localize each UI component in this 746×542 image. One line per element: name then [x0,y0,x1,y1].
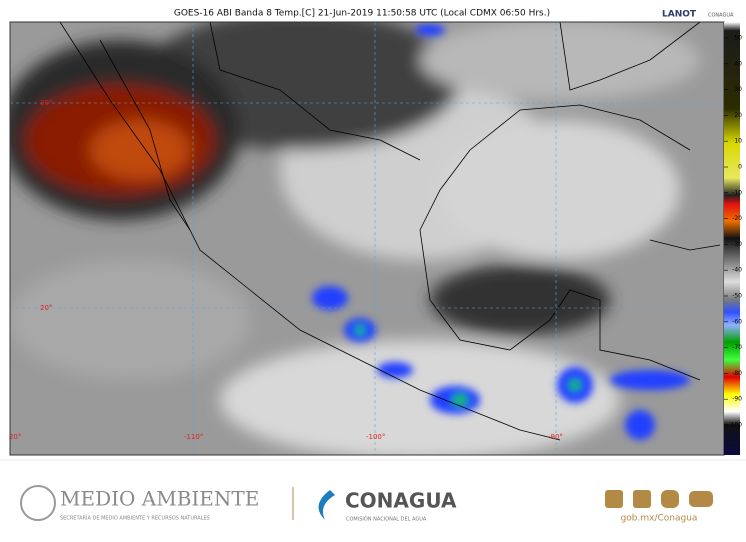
colorbar-label: -10 [732,189,742,196]
colorbar-label: -40 [732,267,742,274]
colorbar-label: -30 [732,241,742,248]
colorbar-label: 20 [734,112,742,119]
semarnat-name: MEDIO AMBIENTE [60,487,259,511]
colorbar-label: 10 [734,138,742,145]
colorbar-label: -50 [732,293,742,300]
logo-conagua-small: CONAGUA [708,13,734,19]
colorbar-label: -60 [732,318,742,325]
semarnat-sub: SECRETARÍA DE MEDIO AMBIENTE Y RECURSOS … [60,515,210,522]
url[interactable]: gob.mx/Conagua [621,514,698,524]
title: GOES-16 ABI Banda 8 Temp.[C] 21-Jun-2019… [174,9,550,19]
twitter-icon[interactable] [633,490,651,508]
colorbar-label: -70 [732,344,742,351]
conagua-icon [318,490,335,520]
colorbar-label: -80 [732,370,742,377]
logo-lanot: LANOT [662,10,697,20]
seal-icon [20,485,56,521]
colorbar [724,22,740,455]
colorbar-label: 40 [734,60,742,67]
lon-label: -90° [548,433,563,441]
instagram-icon[interactable] [661,490,679,508]
lat-label: 30° [40,99,52,107]
youtube-icon[interactable] [689,491,713,507]
colorbar-label: 30 [734,86,742,93]
colorbar-label: -20 [732,215,742,222]
conagua-name: CONAGUA [345,489,457,513]
lon-label: -120° [2,433,21,441]
satellite-image: 30° 20° -120° -110° -100° -90° [2,22,724,455]
facebook-icon[interactable] [605,490,623,508]
lon-label: -100° [366,433,385,441]
lon-label: -110° [184,433,203,441]
colorbar-label: -90 [732,396,742,403]
colorbar-label: -100 [728,422,742,429]
conagua-sub: COMISIÓN NACIONAL DEL AGUA [346,516,427,523]
lat-label: 20° [40,304,52,312]
colorbar-label: 0 [738,164,742,171]
colorbar-label: 50 [734,35,742,42]
